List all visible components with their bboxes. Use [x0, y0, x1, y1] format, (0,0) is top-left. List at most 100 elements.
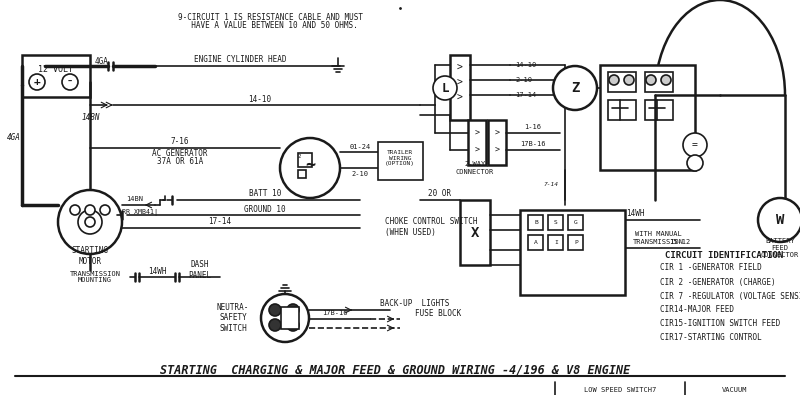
Text: NEUTRA-
SAFETY
SWITCH: NEUTRA- SAFETY SWITCH [217, 303, 249, 333]
Text: >: > [494, 128, 499, 137]
Bar [548, 235, 563, 250]
Text: B: B [534, 220, 538, 226]
Text: Z: Z [571, 81, 579, 95]
Text: FUSE BLOCK: FUSE BLOCK [415, 308, 462, 318]
Text: TRAILER
WIRING
(OPTION): TRAILER WIRING (OPTION) [385, 150, 415, 166]
Bar [450, 55, 470, 120]
Text: +: + [34, 77, 40, 87]
Text: 2-10: 2-10 [351, 171, 369, 177]
Bar [528, 215, 543, 230]
Bar [568, 215, 583, 230]
Text: >: > [474, 145, 479, 154]
Text: I: I [554, 241, 558, 246]
Bar [600, 65, 695, 170]
Circle shape [287, 304, 299, 316]
Text: 37A OR 61A: 37A OR 61A [157, 158, 203, 167]
Circle shape [553, 66, 597, 110]
Text: CIR17-STARTING CONTROL: CIR17-STARTING CONTROL [660, 333, 762, 342]
Text: P: P [574, 241, 578, 246]
Text: 14-10: 14-10 [515, 62, 536, 68]
Bar [528, 235, 543, 250]
Text: -: - [66, 75, 74, 89]
Text: 14WH: 14WH [148, 267, 166, 275]
Bar [378, 142, 423, 180]
Text: STARTING
MOTOR: STARTING MOTOR [71, 246, 109, 266]
Circle shape [29, 74, 45, 90]
Bar [468, 120, 486, 165]
Text: 17-14: 17-14 [209, 218, 231, 226]
Circle shape [687, 155, 703, 171]
Bar [548, 215, 563, 230]
Text: CHOKE CONTROL SWITCH: CHOKE CONTROL SWITCH [385, 218, 478, 226]
Text: 7-14: 7-14 [543, 182, 558, 188]
Text: 14BN: 14BN [126, 196, 143, 202]
Bar [460, 200, 490, 265]
Text: L: L [442, 81, 449, 94]
Circle shape [85, 217, 95, 227]
Text: 4GA: 4GA [95, 56, 109, 66]
Text: 20 OR: 20 OR [429, 190, 451, 199]
Bar [298, 153, 312, 167]
Text: 1-16: 1-16 [525, 124, 542, 130]
Text: 7-16: 7-16 [170, 137, 190, 147]
Bar [608, 100, 636, 120]
Text: Θ1-24: Θ1-24 [350, 144, 370, 150]
Bar [520, 210, 625, 295]
Text: GROUND 10: GROUND 10 [244, 205, 286, 214]
Text: X: X [471, 226, 479, 240]
Circle shape [287, 319, 299, 331]
Text: 17-14: 17-14 [515, 92, 536, 98]
Text: 14WH: 14WH [626, 209, 644, 218]
Text: CIR 1 -GENERATOR FIELD: CIR 1 -GENERATOR FIELD [660, 263, 762, 273]
Bar [22, 55, 90, 97]
Text: AC GENERATOR: AC GENERATOR [152, 149, 208, 158]
Text: ENGINE CYLINDER HEAD: ENGINE CYLINDER HEAD [194, 56, 286, 64]
Text: CIR14-MAJOR FEED: CIR14-MAJOR FEED [660, 305, 734, 314]
Text: >: > [494, 145, 499, 154]
Circle shape [269, 319, 281, 331]
Circle shape [758, 198, 800, 242]
Text: HAVE A VALUE BETWEEN 10 AND 50 OHMS.: HAVE A VALUE BETWEEN 10 AND 50 OHMS. [182, 21, 358, 30]
Text: 2: 2 [298, 154, 301, 158]
Bar [645, 100, 673, 120]
Circle shape [609, 75, 619, 85]
Text: S: S [554, 220, 558, 226]
Circle shape [78, 210, 102, 234]
Text: WITH MANUAL
TRANSMISSION: WITH MANUAL TRANSMISSION [633, 231, 683, 245]
Text: ~: ~ [305, 156, 315, 174]
Text: >: > [457, 63, 463, 73]
Text: 12 VOLT: 12 VOLT [38, 66, 74, 75]
Circle shape [433, 76, 457, 100]
Circle shape [100, 205, 110, 215]
Bar [568, 235, 583, 250]
Circle shape [85, 205, 95, 215]
Text: 14BN: 14BN [82, 113, 101, 122]
Text: RR XMB41|: RR XMB41| [122, 209, 158, 216]
Text: CIR 7 -REGULATOR (VOLTAGE SENSING): CIR 7 -REGULATOR (VOLTAGE SENSING) [660, 292, 800, 301]
Text: BACK-UP  LIGHTS: BACK-UP LIGHTS [380, 299, 450, 308]
Circle shape [624, 75, 634, 85]
Circle shape [646, 75, 656, 85]
Text: TRANSMISSION
MOUNTING: TRANSMISSION MOUNTING [70, 271, 121, 284]
Text: 17B-16: 17B-16 [322, 310, 348, 316]
Text: >: > [474, 128, 479, 137]
Text: G: G [574, 220, 578, 226]
Text: VACUUM: VACUUM [722, 387, 748, 393]
Text: CIR15-IGNITION SWITCH FEED: CIR15-IGNITION SWITCH FEED [660, 320, 780, 329]
Circle shape [683, 133, 707, 157]
Text: 17B-16: 17B-16 [520, 141, 546, 147]
Circle shape [261, 294, 309, 342]
Text: 2-10: 2-10 [515, 77, 532, 83]
Bar [608, 72, 636, 92]
Bar [488, 120, 506, 165]
Circle shape [280, 138, 340, 198]
Text: 4GA: 4GA [7, 134, 21, 143]
Text: BATTERY
FEED
CONNECTOR: BATTERY FEED CONNECTOR [761, 238, 799, 258]
Text: BATT 10: BATT 10 [249, 190, 281, 199]
Text: STARTING  CHARGING & MAJOR FEED & GROUND WIRING -4/196 & V8 ENGINE: STARTING CHARGING & MAJOR FEED & GROUND … [160, 363, 630, 376]
Circle shape [70, 205, 80, 215]
Text: DASH
PANEL: DASH PANEL [189, 260, 211, 280]
Text: CIR 2 -GENERATOR (CHARGE): CIR 2 -GENERATOR (CHARGE) [660, 278, 776, 286]
Text: 2-WAY
CONNECTOR: 2-WAY CONNECTOR [456, 162, 494, 175]
Circle shape [661, 75, 671, 85]
